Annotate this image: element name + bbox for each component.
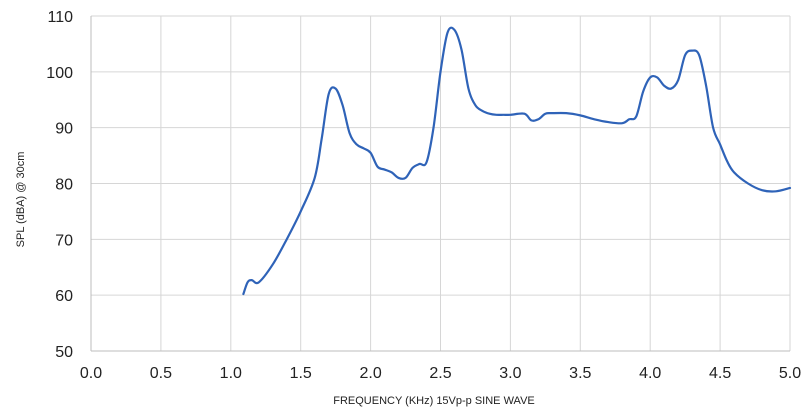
y-tick-label: 110 — [47, 9, 73, 26]
y-tick-label: 100 — [46, 65, 73, 82]
grid — [90, 15, 791, 352]
x-tick-label: 3.5 — [569, 365, 591, 382]
x-tick-label: 0.0 — [80, 365, 102, 382]
x-tick-label: 2.5 — [429, 365, 451, 382]
y-tick-label: 80 — [55, 177, 73, 194]
x-tick-label: 4.5 — [709, 365, 731, 382]
x-tick-label: 1.5 — [290, 365, 312, 382]
x-tick-label: 3.0 — [499, 365, 521, 382]
y-tick-label: 90 — [55, 121, 73, 138]
series-layer — [242, 26, 792, 296]
y-tick-label: 70 — [55, 232, 73, 249]
axes: 0.0 0.5 1.0 1.5 2.0 2.5 3.0 3.5 4.0 4.5 5.0 50 60 70 8… — [46, 9, 801, 382]
x-tick-label: 4.0 — [639, 365, 661, 382]
x-tick-label: 0.5 — [150, 365, 172, 382]
x-tick-label: 2.0 — [359, 365, 381, 382]
y-tick-label: 50 — [55, 344, 73, 361]
y-tick-label: 60 — [55, 288, 73, 305]
y-axis-title: SPL (dBA) @ 30cm — [15, 152, 27, 248]
x-tick-label: 5.0 — [779, 365, 801, 382]
spl-series-line — [242, 26, 792, 296]
x-tick-label: 1.0 — [220, 365, 242, 382]
x-axis-title: FREQUENCY (KHz) 15Vp-p SINE WAVE — [333, 395, 535, 407]
